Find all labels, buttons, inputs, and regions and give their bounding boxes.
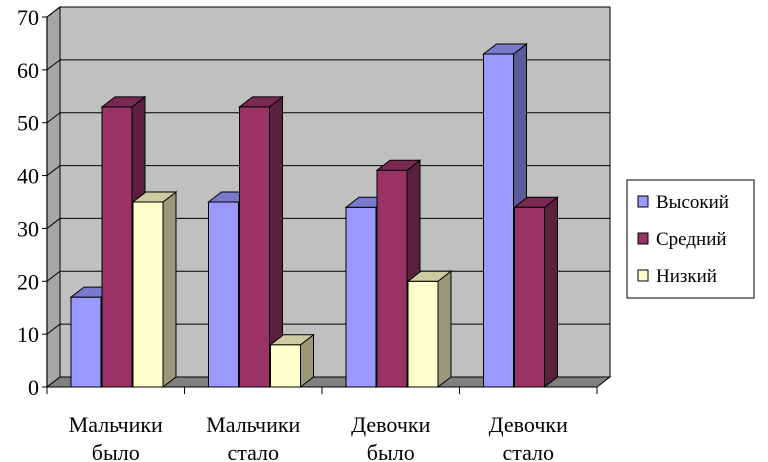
side-wall (46, 5, 61, 389)
legend-swatch (637, 269, 649, 282)
bar-front (376, 169, 408, 388)
bar-front (70, 296, 102, 388)
bar-top (100, 96, 147, 108)
bar-front (239, 106, 270, 388)
bar-top (238, 96, 284, 108)
legend-label: Средний (656, 229, 727, 250)
legend-label: Высокий (656, 192, 729, 213)
bar-front (132, 201, 164, 388)
gridline (46, 112, 610, 124)
bars (69, 42, 559, 389)
gridline (46, 165, 610, 176)
bar (269, 333, 315, 389)
bar-front (270, 344, 301, 388)
gridline (46, 59, 610, 71)
y-tick-label: 50 (17, 111, 39, 136)
y-tick-label: 60 (17, 58, 39, 83)
x-tick-label: Девочки стало (489, 412, 568, 462)
bar-top (406, 270, 453, 282)
bar (238, 95, 284, 389)
bar-side (437, 270, 452, 389)
x-axis-labels: Мальчики было Мальчики стало Девочки было Дево… (69, 412, 568, 462)
y-axis: 0 10 20 30 40 50 60 70 (17, 5, 598, 400)
x-tick-label: Мальчики было (69, 412, 163, 462)
y-tick-label: 40 (17, 164, 39, 189)
bar (482, 42, 528, 389)
legend-item: Низкий (637, 266, 717, 287)
bar-top (375, 159, 422, 171)
bar (513, 196, 559, 389)
legend-item: Высокий (637, 192, 729, 213)
x-tick-label: Мальчики стало (206, 412, 300, 462)
bar-front (514, 206, 545, 388)
legend-item: Средний (637, 229, 727, 250)
y-tick-label: 20 (17, 269, 39, 294)
gridlines (46, 6, 610, 335)
bar-front (208, 201, 239, 388)
bar-front (407, 280, 439, 388)
legend: Высокий Средний Низкий (626, 179, 755, 299)
bar (406, 270, 453, 389)
x-tick-label: Девочки было (351, 412, 430, 462)
bar-side (162, 190, 177, 389)
y-tick-label: 10 (17, 322, 39, 347)
bar-front (101, 106, 133, 388)
bar-top (269, 334, 315, 346)
bar-top (482, 43, 528, 55)
bar-top (513, 196, 559, 208)
gridline (46, 6, 610, 18)
legend-label: Низкий (656, 266, 717, 287)
y-tick-label: 30 (17, 216, 39, 241)
bar-top (131, 191, 178, 203)
bar-front (483, 53, 514, 388)
bar-front (345, 206, 377, 388)
bar-side (544, 196, 558, 389)
gridline (46, 217, 610, 229)
y-tick-label: 70 (17, 5, 39, 30)
y-tick-label: 0 (28, 375, 39, 400)
bar (131, 190, 178, 389)
legend-swatch (637, 232, 649, 245)
legend-swatch (637, 195, 649, 208)
